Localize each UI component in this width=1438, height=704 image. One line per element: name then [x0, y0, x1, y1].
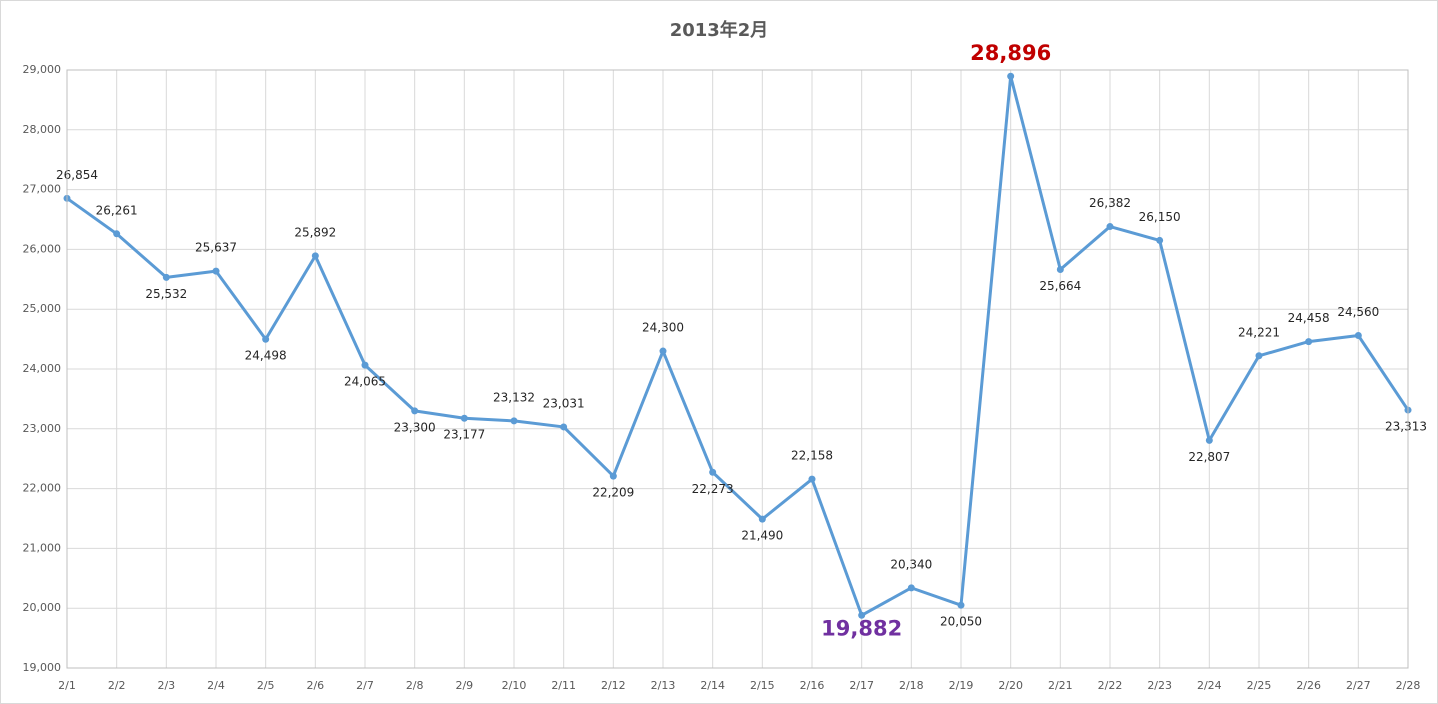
data-point — [262, 335, 270, 343]
y-tick-label: 29,000 — [23, 63, 62, 76]
data-label: 26,261 — [96, 203, 138, 217]
x-tick-label: 2/3 — [157, 679, 175, 692]
y-tick-label: 20,000 — [23, 601, 62, 614]
y-tick-label: 24,000 — [23, 362, 62, 375]
data-point — [1205, 436, 1213, 444]
x-tick-label: 2/5 — [257, 679, 275, 692]
chart-title: 2013年2月 — [670, 19, 769, 41]
x-tick-label: 2/13 — [651, 679, 676, 692]
x-tick-label: 2/12 — [601, 679, 626, 692]
y-tick-label: 21,000 — [23, 541, 62, 554]
data-point — [1305, 338, 1313, 346]
data-label: 20,340 — [890, 557, 932, 571]
data-label: 24,458 — [1288, 311, 1330, 325]
data-line — [66, 74, 1410, 617]
data-label: 23,300 — [394, 420, 436, 434]
data-label: 22,209 — [592, 486, 634, 500]
data-point — [709, 468, 717, 476]
data-label: 20,050 — [940, 615, 982, 629]
x-tick-label: 2/26 — [1296, 679, 1321, 692]
data-point — [808, 475, 816, 483]
y-tick-label: 27,000 — [23, 183, 62, 196]
data-point — [510, 417, 518, 425]
data-label: 22,807 — [1188, 450, 1230, 464]
data-point — [1106, 223, 1114, 231]
data-point — [1255, 352, 1263, 360]
data-label: 21,490 — [741, 529, 783, 543]
x-tick-label: 2/24 — [1197, 679, 1222, 692]
data-point — [758, 515, 766, 523]
data-point — [609, 472, 617, 480]
data-label: 25,532 — [145, 287, 187, 301]
y-tick-label: 25,000 — [23, 302, 62, 315]
x-tick-label: 2/28 — [1396, 679, 1421, 692]
data-point — [411, 407, 419, 415]
data-label: 24,221 — [1238, 325, 1280, 339]
x-tick-label: 2/10 — [502, 679, 527, 692]
data-label: 25,892 — [294, 225, 336, 239]
data-point — [957, 601, 965, 609]
x-tick-label: 2/15 — [750, 679, 775, 692]
x-tick-label: 2/4 — [207, 679, 225, 692]
data-label: 22,158 — [791, 449, 833, 463]
y-tick-label: 28,000 — [23, 123, 62, 136]
data-label: 26,854 — [56, 168, 98, 182]
data-point — [560, 423, 568, 431]
y-tick-label: 22,000 — [23, 482, 62, 495]
data-point — [1007, 72, 1015, 80]
y-tick-label: 19,000 — [23, 661, 62, 674]
plot-border — [66, 69, 1409, 669]
x-tick-label: 2/7 — [356, 679, 374, 692]
x-tick-label: 2/19 — [949, 679, 974, 692]
x-tick-label: 2/23 — [1147, 679, 1172, 692]
data-label: 25,637 — [195, 241, 237, 255]
data-point — [361, 361, 369, 369]
data-label: 23,132 — [493, 390, 535, 404]
data-label: 22,273 — [692, 482, 734, 496]
data-label: 23,177 — [443, 428, 485, 442]
data-label: 28,896 — [970, 41, 1051, 65]
x-tick-label: 2/20 — [998, 679, 1023, 692]
data-point — [162, 273, 170, 281]
x-tick-label: 2/2 — [108, 679, 126, 692]
data-label: 19,882 — [821, 616, 902, 640]
x-tick-label: 2/1 — [58, 679, 76, 692]
x-tick-label: 2/14 — [700, 679, 725, 692]
data-label: 26,150 — [1139, 210, 1181, 224]
data-label: 24,300 — [642, 321, 684, 335]
x-tick-label: 2/18 — [899, 679, 924, 692]
data-point — [460, 414, 468, 422]
data-label: 24,498 — [245, 349, 287, 363]
data-label: 23,313 — [1385, 420, 1427, 434]
data-point — [1056, 265, 1064, 273]
x-tick-label: 2/6 — [306, 679, 324, 692]
data-point — [311, 252, 319, 260]
data-label: 26,382 — [1089, 196, 1131, 210]
data-point — [907, 584, 915, 592]
data-point — [659, 347, 667, 355]
x-tick-label: 2/25 — [1247, 679, 1272, 692]
x-tick-label: 2/8 — [406, 679, 424, 692]
data-point — [113, 230, 121, 238]
x-tick-label: 2/9 — [455, 679, 473, 692]
y-tick-label: 23,000 — [23, 422, 62, 435]
x-tick-label: 2/17 — [849, 679, 874, 692]
x-tick-label: 2/21 — [1048, 679, 1073, 692]
y-tick-label: 26,000 — [23, 242, 62, 255]
data-point — [858, 611, 866, 619]
data-point — [1354, 332, 1362, 340]
x-tick-label: 2/27 — [1346, 679, 1371, 692]
data-point — [212, 267, 220, 275]
data-label: 24,560 — [1337, 305, 1379, 319]
data-label: 25,664 — [1039, 279, 1081, 293]
data-label: 24,065 — [344, 375, 386, 389]
data-point — [1156, 236, 1164, 244]
x-tick-label: 2/22 — [1098, 679, 1123, 692]
x-tick-label: 2/11 — [551, 679, 576, 692]
x-tick-label: 2/16 — [800, 679, 825, 692]
data-label: 23,031 — [543, 396, 585, 410]
